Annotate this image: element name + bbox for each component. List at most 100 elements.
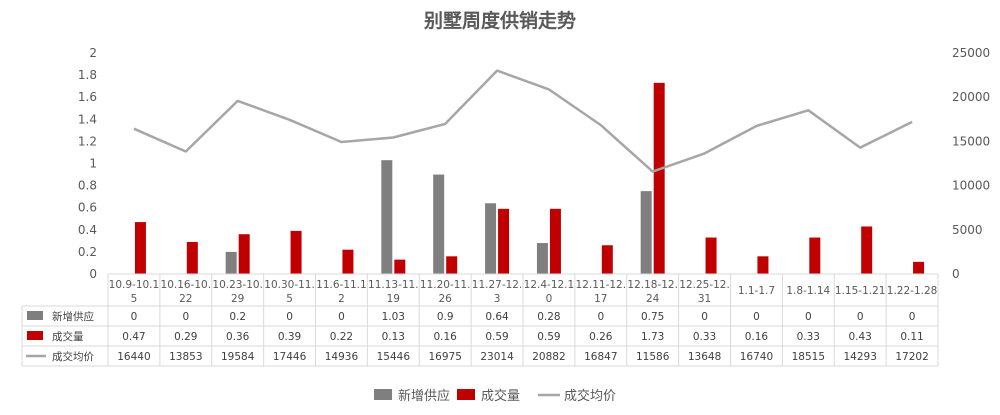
table-cell: 0.36 bbox=[226, 331, 250, 343]
table-cell: 0.26 bbox=[589, 331, 613, 343]
category-label: 17 bbox=[594, 293, 607, 305]
table-cell: 0.29 bbox=[174, 331, 197, 343]
table-cell: 19584 bbox=[221, 351, 255, 363]
legend-label: 成交均价 bbox=[564, 388, 616, 404]
table-cell: 0 bbox=[753, 311, 760, 323]
category-label: 24 bbox=[646, 293, 660, 305]
y-left-tick-label: 0.6 bbox=[78, 201, 97, 215]
bars bbox=[108, 82, 938, 275]
table-cell: 16975 bbox=[428, 351, 461, 363]
y-right-tick-label: 20000 bbox=[952, 90, 990, 104]
table-cell: 16740 bbox=[740, 351, 773, 363]
category-label: 19 bbox=[387, 293, 400, 305]
table-cell: 0.16 bbox=[433, 331, 457, 343]
y-left-tick-label: 1.6 bbox=[78, 90, 97, 104]
supply-bar bbox=[225, 251, 237, 274]
y-left-tick-label: 1.4 bbox=[78, 112, 97, 126]
category-label: 10.30-11. bbox=[264, 279, 315, 291]
category-label: 5 bbox=[131, 293, 138, 305]
category-label: 0 bbox=[546, 293, 553, 305]
y-left-tick-label: 0 bbox=[89, 267, 97, 281]
deal-volume-bar bbox=[601, 245, 613, 274]
category-label: 5 bbox=[286, 293, 293, 305]
table-cell: 0.16 bbox=[745, 331, 769, 343]
category-label: 11.6-11.1 bbox=[316, 279, 367, 291]
category-label: 29 bbox=[231, 293, 244, 305]
table-cell: 16440 bbox=[117, 351, 150, 363]
supply-bar bbox=[485, 203, 497, 274]
category-label: 1.8-1.14 bbox=[786, 285, 830, 297]
table-cell: 0.64 bbox=[485, 311, 509, 323]
category-label: 26 bbox=[439, 293, 453, 305]
deal-volume-bar bbox=[134, 222, 146, 274]
table-cell: 0.33 bbox=[797, 331, 820, 343]
table-cell: 0 bbox=[286, 311, 293, 323]
table-cell: 20882 bbox=[532, 351, 565, 363]
table-cell: 1.73 bbox=[641, 331, 664, 343]
y-left-tick-label: 0.2 bbox=[78, 245, 97, 259]
table-cell: 0.33 bbox=[693, 331, 716, 343]
deal-volume-bar bbox=[498, 208, 510, 274]
legend-label: 成交量 bbox=[481, 388, 520, 404]
table-cell: 15446 bbox=[377, 351, 411, 363]
deal-volume-bar bbox=[653, 82, 665, 275]
deal-volume-bar bbox=[446, 256, 458, 274]
table-cell: 0 bbox=[857, 311, 864, 323]
y-right-tick-label: 0 bbox=[952, 267, 960, 281]
table-cell: 0 bbox=[182, 311, 189, 323]
category-label: 11.27-12. bbox=[472, 279, 523, 291]
table-cell: 0 bbox=[597, 311, 604, 323]
table-cell: 11586 bbox=[636, 351, 670, 363]
y-left-tick-label: 1.2 bbox=[78, 134, 97, 148]
category-label: 10.16-10. bbox=[161, 279, 212, 291]
y-left-tick-label: 1 bbox=[89, 157, 97, 171]
legend-key bbox=[374, 389, 392, 400]
y-right-tick-label: 25000 bbox=[952, 46, 990, 60]
category-label: 1.15-1.21 bbox=[835, 285, 886, 297]
category-label: 12.25-12. bbox=[679, 279, 730, 291]
table-cell: 18515 bbox=[792, 351, 825, 363]
y-left-tick-label: 1.8 bbox=[78, 68, 97, 82]
deal-volume-bar bbox=[290, 230, 302, 274]
table-series-name: 新增供应 bbox=[52, 310, 94, 323]
table-cell: 0.11 bbox=[900, 331, 923, 343]
y-left-tick-label: 0.4 bbox=[78, 223, 97, 237]
data-table: 10.9-10.1 5 10.16-10. 22 10.23-10. 29 10.30-11… bbox=[21, 273, 939, 367]
deal-volume-bar bbox=[913, 261, 925, 274]
table-series-name: 成交均价 bbox=[52, 350, 94, 363]
supply-bar bbox=[536, 243, 548, 274]
table-cell: 0.22 bbox=[330, 331, 353, 343]
y-right-tick-label: 15000 bbox=[952, 134, 990, 148]
table-cell: 13853 bbox=[169, 351, 202, 363]
chart-title: 别墅周度供销走势 bbox=[423, 9, 576, 32]
table-legend-key bbox=[27, 331, 43, 340]
table-cell: 0.59 bbox=[537, 331, 560, 343]
category-label: 11.13-11. bbox=[368, 279, 419, 291]
table-cell: 0 bbox=[805, 311, 812, 323]
price-line bbox=[133, 69, 913, 173]
category-label: 3 bbox=[494, 293, 501, 305]
legend-label: 新增供应 bbox=[398, 388, 450, 404]
category-label: 10.23-10. bbox=[212, 279, 263, 291]
category-label: 12.18-12. bbox=[627, 279, 678, 291]
table-cell: 17202 bbox=[895, 351, 928, 363]
table-cell: 14293 bbox=[843, 351, 876, 363]
table-cell: 0.59 bbox=[485, 331, 508, 343]
y-right-tick-label: 5000 bbox=[952, 223, 983, 237]
category-label: 12.11-12. bbox=[576, 279, 627, 291]
category-label: 11.20-11. bbox=[420, 279, 471, 291]
deal-volume-bar bbox=[705, 237, 717, 274]
table-cell: 0.13 bbox=[382, 331, 405, 343]
table-series-name: 成交量 bbox=[52, 330, 84, 343]
deal-volume-bar bbox=[549, 208, 561, 274]
table-cell: 0 bbox=[909, 311, 916, 323]
deal-volume-bar bbox=[342, 249, 354, 274]
y-right-tick-label: 10000 bbox=[952, 179, 990, 193]
table-cell: 0 bbox=[131, 311, 138, 323]
table-cell: 0 bbox=[338, 311, 345, 323]
deal-volume-bar bbox=[394, 259, 406, 274]
table-cell: 14936 bbox=[325, 351, 359, 363]
deal-volume-bar bbox=[238, 234, 250, 274]
table-cell: 0.43 bbox=[848, 331, 871, 343]
